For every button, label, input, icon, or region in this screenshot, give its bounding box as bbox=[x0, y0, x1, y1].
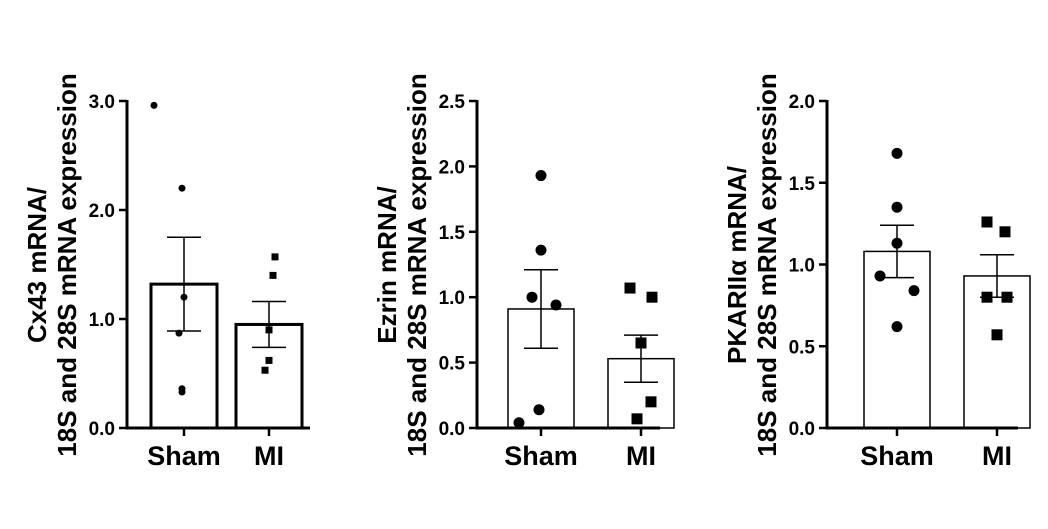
data-point-sham bbox=[526, 291, 538, 303]
y-axis-label-group: Cx43 mRNA/18S and 28S mRNA expression bbox=[22, 73, 82, 456]
chart-panel-pkarii: PKARIIα mRNA/18S and 28S mRNA expression… bbox=[700, 0, 1048, 529]
data-point-sham bbox=[874, 270, 886, 282]
data-point-mi bbox=[981, 216, 993, 228]
data-point-mi bbox=[265, 326, 273, 334]
x-tick-label-mi: MI bbox=[982, 441, 1012, 471]
x-tick-label-mi: MI bbox=[626, 441, 656, 471]
data-point-mi bbox=[999, 226, 1011, 238]
y-tick-label: 1.5 bbox=[439, 223, 466, 244]
data-point-sham bbox=[533, 404, 545, 416]
y-tick-label: 0.0 bbox=[789, 419, 815, 440]
y-axis-label-line2: 18S and 28S mRNA expression bbox=[52, 73, 82, 456]
bar-mi bbox=[963, 275, 1031, 429]
y-axis-label-line1: Cx43 mRNA/ bbox=[22, 187, 52, 343]
data-point-sham bbox=[175, 329, 183, 337]
y-tick-label: 1.0 bbox=[89, 310, 115, 331]
y-axis-label-group: Ezrin mRNA/18S and 28S mRNA expression bbox=[372, 73, 432, 456]
data-point-mi bbox=[269, 271, 277, 279]
y-tick-label: 3.0 bbox=[89, 92, 115, 113]
data-point-sham bbox=[891, 147, 903, 159]
x-tick-label-mi: MI bbox=[254, 441, 284, 471]
data-point-mi bbox=[624, 282, 636, 294]
chart-panel-cx43: Cx43 mRNA/18S and 28S mRNA expression 0.0… bbox=[0, 0, 340, 529]
data-point-sham bbox=[891, 237, 903, 249]
data-point-sham bbox=[550, 299, 562, 311]
y-tick-label: 0.5 bbox=[439, 354, 466, 375]
y-tick-label: 2.5 bbox=[439, 92, 466, 113]
chart-svg-ezrin: Ezrin mRNA/18S and 28S mRNA expression 0.… bbox=[372, 73, 675, 471]
y-tick-label: 0.0 bbox=[89, 419, 115, 440]
y-tick-label: 2.0 bbox=[89, 201, 115, 222]
y-axis-label-line1: Ezrin mRNA/ bbox=[372, 186, 402, 343]
y-axis-label-line2: 18S and 28S mRNA expression bbox=[752, 73, 782, 456]
data-point-mi bbox=[646, 291, 658, 303]
y-axis-label-line1: PKARIIα mRNA/ bbox=[722, 166, 752, 364]
data-point-sham bbox=[180, 293, 188, 301]
data-point-mi bbox=[265, 356, 273, 364]
data-point-mi bbox=[635, 337, 647, 349]
data-point-sham bbox=[908, 285, 920, 297]
bar-sham bbox=[863, 250, 931, 429]
data-point-mi bbox=[981, 291, 993, 303]
y-tick-label: 1.0 bbox=[789, 256, 815, 277]
x-tick-label-sham: Sham bbox=[504, 441, 578, 471]
x-tick-label-sham: Sham bbox=[147, 441, 221, 471]
data-point-sham bbox=[891, 321, 903, 333]
y-tick-label: 2.0 bbox=[439, 157, 465, 178]
data-point-mi bbox=[645, 396, 657, 408]
data-point-mi bbox=[991, 329, 1003, 341]
y-axis-label-group: PKARIIα mRNA/18S and 28S mRNA expression bbox=[722, 73, 782, 456]
data-point-mi bbox=[261, 366, 269, 374]
data-point-sham bbox=[150, 101, 158, 109]
data-point-sham bbox=[178, 388, 186, 396]
data-point-mi bbox=[631, 413, 643, 425]
y-axis-label-line2: 18S and 28S mRNA expression bbox=[402, 73, 432, 456]
chart-svg-pkarii: PKARIIα mRNA/18S and 28S mRNA expression… bbox=[722, 73, 1031, 471]
y-tick-label: 2.0 bbox=[789, 92, 815, 113]
y-tick-label: 0.0 bbox=[439, 419, 465, 440]
data-point-sham bbox=[891, 201, 903, 213]
chart-panel-ezrin: Ezrin mRNA/18S and 28S mRNA expression 0.… bbox=[350, 0, 690, 529]
x-tick-label-sham: Sham bbox=[860, 441, 934, 471]
chart-svg-cx43: Cx43 mRNA/18S and 28S mRNA expression 0.0… bbox=[22, 73, 310, 471]
data-point-sham bbox=[535, 244, 547, 256]
data-point-mi bbox=[1001, 291, 1013, 303]
data-point-mi bbox=[271, 253, 279, 261]
y-tick-label: 1.5 bbox=[789, 174, 816, 195]
y-tick-label: 0.5 bbox=[789, 337, 816, 358]
data-point-sham bbox=[178, 184, 186, 192]
y-tick-label: 1.0 bbox=[439, 288, 465, 309]
data-point-sham bbox=[535, 170, 547, 182]
data-point-sham bbox=[513, 417, 525, 429]
